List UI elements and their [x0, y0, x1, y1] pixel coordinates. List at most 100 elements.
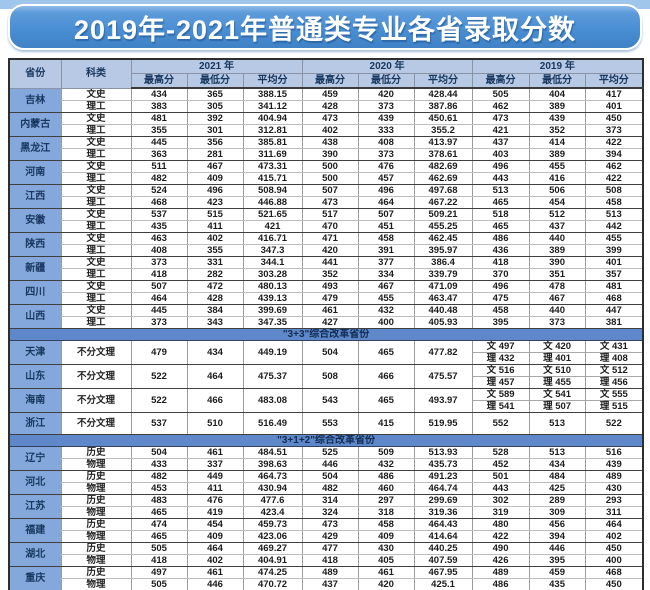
score-cell: 465 — [471, 220, 530, 233]
score-cell: 文 516 理 457 — [471, 364, 530, 389]
score-cell: 517 — [301, 208, 359, 221]
score-cell: 464 — [584, 518, 644, 531]
score-cell: 459 — [528, 566, 586, 579]
score-cell: 489 — [471, 566, 530, 579]
score-cell: 482.69 — [413, 160, 473, 173]
score-cell: 467 — [528, 292, 586, 305]
score-cell: 449 — [186, 470, 243, 483]
score-cell: 282 — [186, 268, 243, 281]
score-cell: 428 — [301, 100, 359, 113]
category-cell: 文史 — [60, 232, 131, 245]
score-cell: 428.44 — [413, 88, 473, 101]
score-cell: 402 — [584, 530, 644, 543]
table-row: 理工 418 282 303.28 352 334 339.79 370 351 357 — [9, 268, 644, 281]
score-cell: 496 — [471, 160, 530, 173]
score-cell: 文 589 理 541 — [471, 388, 530, 413]
score-cell: 385.81 — [242, 136, 303, 149]
score-cell: 537 — [130, 412, 187, 435]
category-cell: 不分文理 — [60, 412, 131, 435]
score-cell: 500 — [301, 160, 359, 173]
header-sub: 平均分 — [242, 73, 303, 89]
table-row: 物理 465 409 423.06 429 409 414.64 422 394 402 — [9, 530, 644, 543]
score-cell: 458 — [471, 304, 530, 317]
score-cell: 496 — [471, 280, 530, 293]
category-cell: 物理 — [60, 578, 131, 590]
score-cell: 405 — [357, 554, 415, 567]
score-cell: 481 — [130, 112, 187, 125]
score-split-cell: 文 555 理 515 — [586, 389, 643, 412]
score-cell: 463 — [130, 232, 187, 245]
score-cell: 453 — [130, 482, 187, 495]
score-split-value: 文 589 — [486, 389, 515, 400]
table-row: 物理 465 419 423.4 324 318 319.36 319 309 311 — [9, 506, 644, 519]
score-cell: 497 — [130, 566, 187, 579]
score-cell: 475 — [471, 292, 530, 305]
score-cell: 516.49 — [242, 412, 303, 435]
province-cell: 天津 — [8, 340, 61, 365]
score-cell: 432 — [357, 458, 415, 471]
score-cell: 458 — [584, 196, 644, 209]
score-cell: 434 — [186, 340, 243, 365]
province-cell: 吉林 — [8, 88, 61, 113]
category-cell: 理工 — [60, 124, 131, 137]
score-cell: 446 — [186, 578, 243, 590]
score-cell: 464 — [186, 364, 243, 389]
score-cell: 477.82 — [413, 340, 473, 365]
score-cell: 441 — [301, 256, 359, 269]
score-cell: 475.37 — [242, 364, 303, 389]
score-cell: 383 — [130, 100, 187, 113]
score-split-value: 文 555 — [599, 389, 628, 400]
score-cell: 420 — [301, 244, 359, 257]
score-cell: 464 — [357, 196, 415, 209]
table-row: 安徽 文史 537 515 521.65 517 507 509.21 518 512 513 — [8, 208, 644, 233]
score-cell: 302 — [471, 494, 530, 507]
score-cell: 425 — [528, 482, 586, 495]
section-band-row: "3+1+2"综合改革省份 — [8, 434, 644, 447]
score-cell: 416.71 — [242, 232, 303, 245]
table-row: 理工 383 305 341.12 428 373 387.86 462 389 401 — [9, 100, 644, 113]
score-cell: 450 — [584, 542, 644, 555]
category-cell: 文史 — [60, 136, 131, 149]
province-cell: 新疆 — [8, 256, 61, 281]
score-cell: 507 — [301, 184, 359, 197]
score-cell: 465 — [471, 196, 530, 209]
score-cell: 508.94 — [242, 184, 303, 197]
table-header: 省份 科类 2021 年 2020 年 2019 年最高分 最低分 平均分 最高分 最低分 平均分… — [8, 58, 644, 89]
score-cell: 522 — [130, 388, 187, 413]
category-cell: 历史 — [60, 518, 131, 531]
score-cell: 414.64 — [413, 530, 473, 543]
score-cell: 513 — [471, 184, 530, 197]
score-cell: 521.65 — [242, 208, 303, 221]
score-cell: 437 — [471, 136, 530, 149]
score-split-cell: 文 497 理 432 — [473, 341, 529, 364]
score-cell: 552 — [471, 412, 530, 435]
score-cell: 489 — [301, 566, 359, 579]
score-cell: 352 — [301, 268, 359, 281]
score-split-value: 理 457 — [473, 376, 529, 388]
score-cell: 398.63 — [242, 458, 303, 471]
score-cell: 401 — [584, 100, 644, 113]
score-cell: 309 — [528, 506, 586, 519]
score-cell: 434 — [130, 88, 187, 101]
score-cell: 474 — [130, 518, 187, 531]
score-cell: 442 — [584, 220, 644, 233]
score-cell: 455.25 — [413, 220, 473, 233]
score-cell: 474.25 — [242, 566, 303, 579]
score-cell: 484 — [528, 470, 586, 483]
score-cell: 486 — [471, 578, 530, 590]
score-cell: 404.91 — [242, 554, 303, 567]
category-cell: 文史 — [60, 304, 131, 317]
score-cell: 339.79 — [413, 268, 473, 281]
score-cell: 370 — [471, 268, 530, 281]
score-cell: 467 — [186, 160, 243, 173]
score-cell: 文 510 理 455 — [528, 364, 586, 389]
score-cell: 452 — [471, 458, 530, 471]
score-cell: 395 — [471, 316, 530, 329]
score-split-value: 理 401 — [530, 352, 585, 364]
province-cell: 陕西 — [8, 232, 61, 257]
province-cell: 安徽 — [8, 208, 61, 233]
score-cell: 378.61 — [413, 148, 473, 161]
score-cell: 390 — [301, 148, 359, 161]
score-cell: 文 431 理 408 — [584, 340, 644, 365]
score-cell: 文 555 理 515 — [584, 388, 644, 413]
